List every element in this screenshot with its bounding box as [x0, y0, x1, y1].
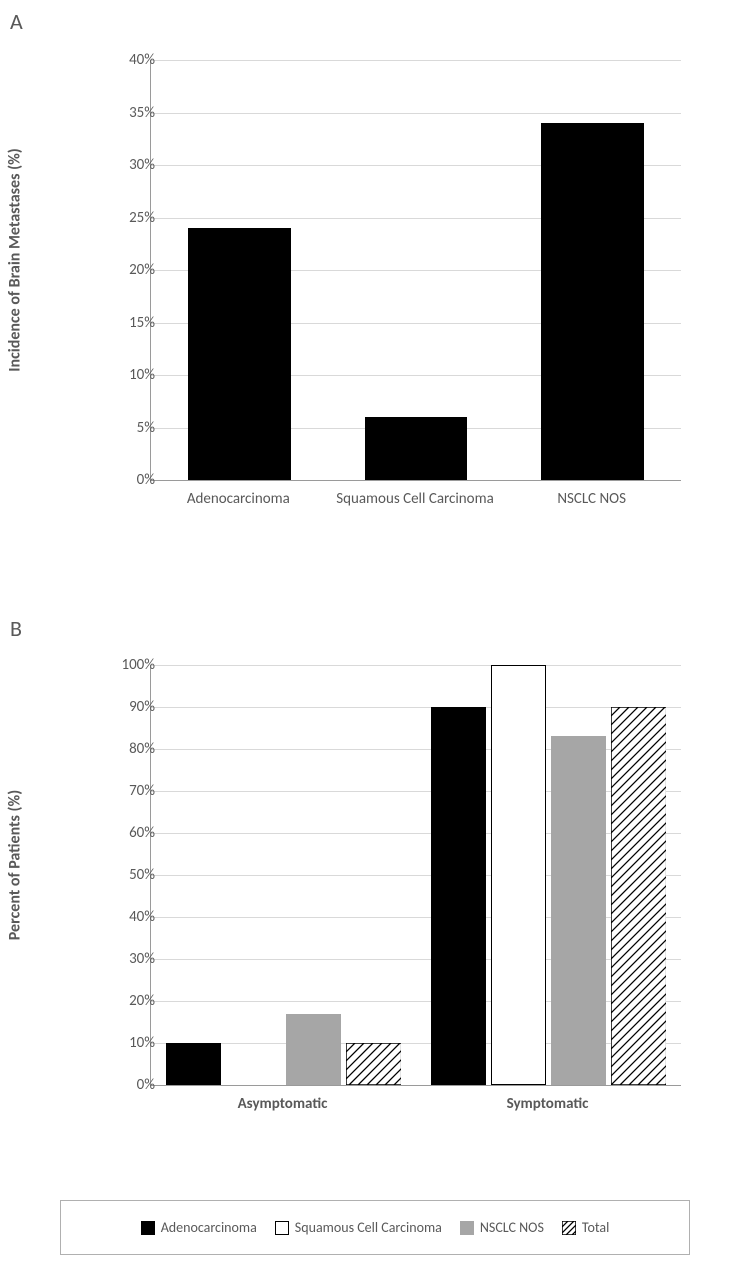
chart-b-bar [551, 736, 607, 1085]
chart-a-x-label: NSCLC NOS [504, 490, 680, 509]
chart-b-bar [611, 707, 667, 1085]
legend-label: Squamous Cell Carcinoma [295, 1219, 442, 1236]
legend-label: NSCLC NOS [480, 1219, 544, 1236]
legend-item-squamous: Squamous Cell Carcinoma [275, 1219, 442, 1236]
chart-b-bar [431, 707, 487, 1085]
chart-a-plot-area [150, 60, 681, 481]
chart-a-y-axis-label: Incidence of Brain Metastases (%) [6, 148, 25, 371]
chart-a-y-tick: 20% [95, 261, 155, 279]
chart-b-y-tick: 40% [95, 908, 155, 926]
chart-b-y-tick: 100% [95, 656, 155, 674]
chart-b-y-axis-label: Percent of Patients (%) [6, 790, 25, 940]
chart-b-y-tick: 10% [95, 1034, 155, 1052]
chart-b-y-tick: 80% [95, 740, 155, 758]
chart-a-y-tick: 25% [95, 209, 155, 227]
panel-a-label: A [10, 8, 23, 35]
legend-label: Total [582, 1219, 609, 1236]
chart-b-y-tick: 90% [95, 698, 155, 716]
chart-b-y-tick: 70% [95, 782, 155, 800]
chart-b-group-label: Asymptomatic [223, 1095, 343, 1113]
chart-b-bar [286, 1014, 342, 1085]
chart-b-gridline [151, 707, 681, 708]
chart-a-y-tick: 10% [95, 366, 155, 384]
chart-b: Percent of Patients (%) 0%10%20%30%40%50… [55, 655, 695, 1205]
legend-item-adenocarcinoma: Adenocarcinoma [141, 1219, 257, 1236]
chart-b-bar [346, 1043, 402, 1085]
chart-a-y-tick: 40% [95, 51, 155, 69]
chart-a-y-tick: 0% [95, 471, 155, 489]
legend-item-nsclc: NSCLC NOS [460, 1219, 544, 1236]
chart-b-group-label: Symptomatic [488, 1095, 608, 1113]
chart-a-x-label: Adenocarcinoma [150, 490, 326, 509]
legend-item-total: Total [562, 1219, 609, 1236]
legend-swatch-hatch [562, 1221, 576, 1235]
legend-swatch-gray [460, 1221, 474, 1235]
legend-label: Adenocarcinoma [161, 1219, 257, 1236]
figure-page: A Incidence of Brain Metastases (%) 0% 5%… [0, 0, 750, 1271]
chart-a-bar [188, 228, 290, 480]
chart-a-y-tick: 5% [95, 419, 155, 437]
chart-a-bar [541, 123, 643, 480]
chart-a-gridline [151, 113, 681, 114]
chart-b-y-tick: 60% [95, 824, 155, 842]
chart-a-x-label: Squamous Cell Carcinoma [327, 490, 503, 509]
chart-b-bar [491, 665, 547, 1085]
chart-a-y-tick: 15% [95, 314, 155, 332]
chart-b-y-tick: 20% [95, 992, 155, 1010]
chart-b-gridline [151, 665, 681, 666]
chart-a-gridline [151, 60, 681, 61]
chart-b-y-tick: 30% [95, 950, 155, 968]
chart-a-y-tick: 30% [95, 156, 155, 174]
chart-b-plot-area [150, 665, 681, 1086]
chart-b-legend: Adenocarcinoma Squamous Cell Carcinoma N… [60, 1200, 690, 1255]
chart-a: Incidence of Brain Metastases (%) 0%5%10… [55, 50, 695, 560]
chart-a-y-tick: 35% [95, 104, 155, 122]
panel-b-label: B [10, 615, 22, 642]
chart-b-bar [166, 1043, 222, 1085]
chart-a-bar [365, 417, 467, 480]
legend-swatch-black [141, 1221, 155, 1235]
chart-b-y-tick: 0% [95, 1076, 155, 1094]
chart-b-y-tick: 50% [95, 866, 155, 884]
legend-swatch-white [275, 1221, 289, 1235]
